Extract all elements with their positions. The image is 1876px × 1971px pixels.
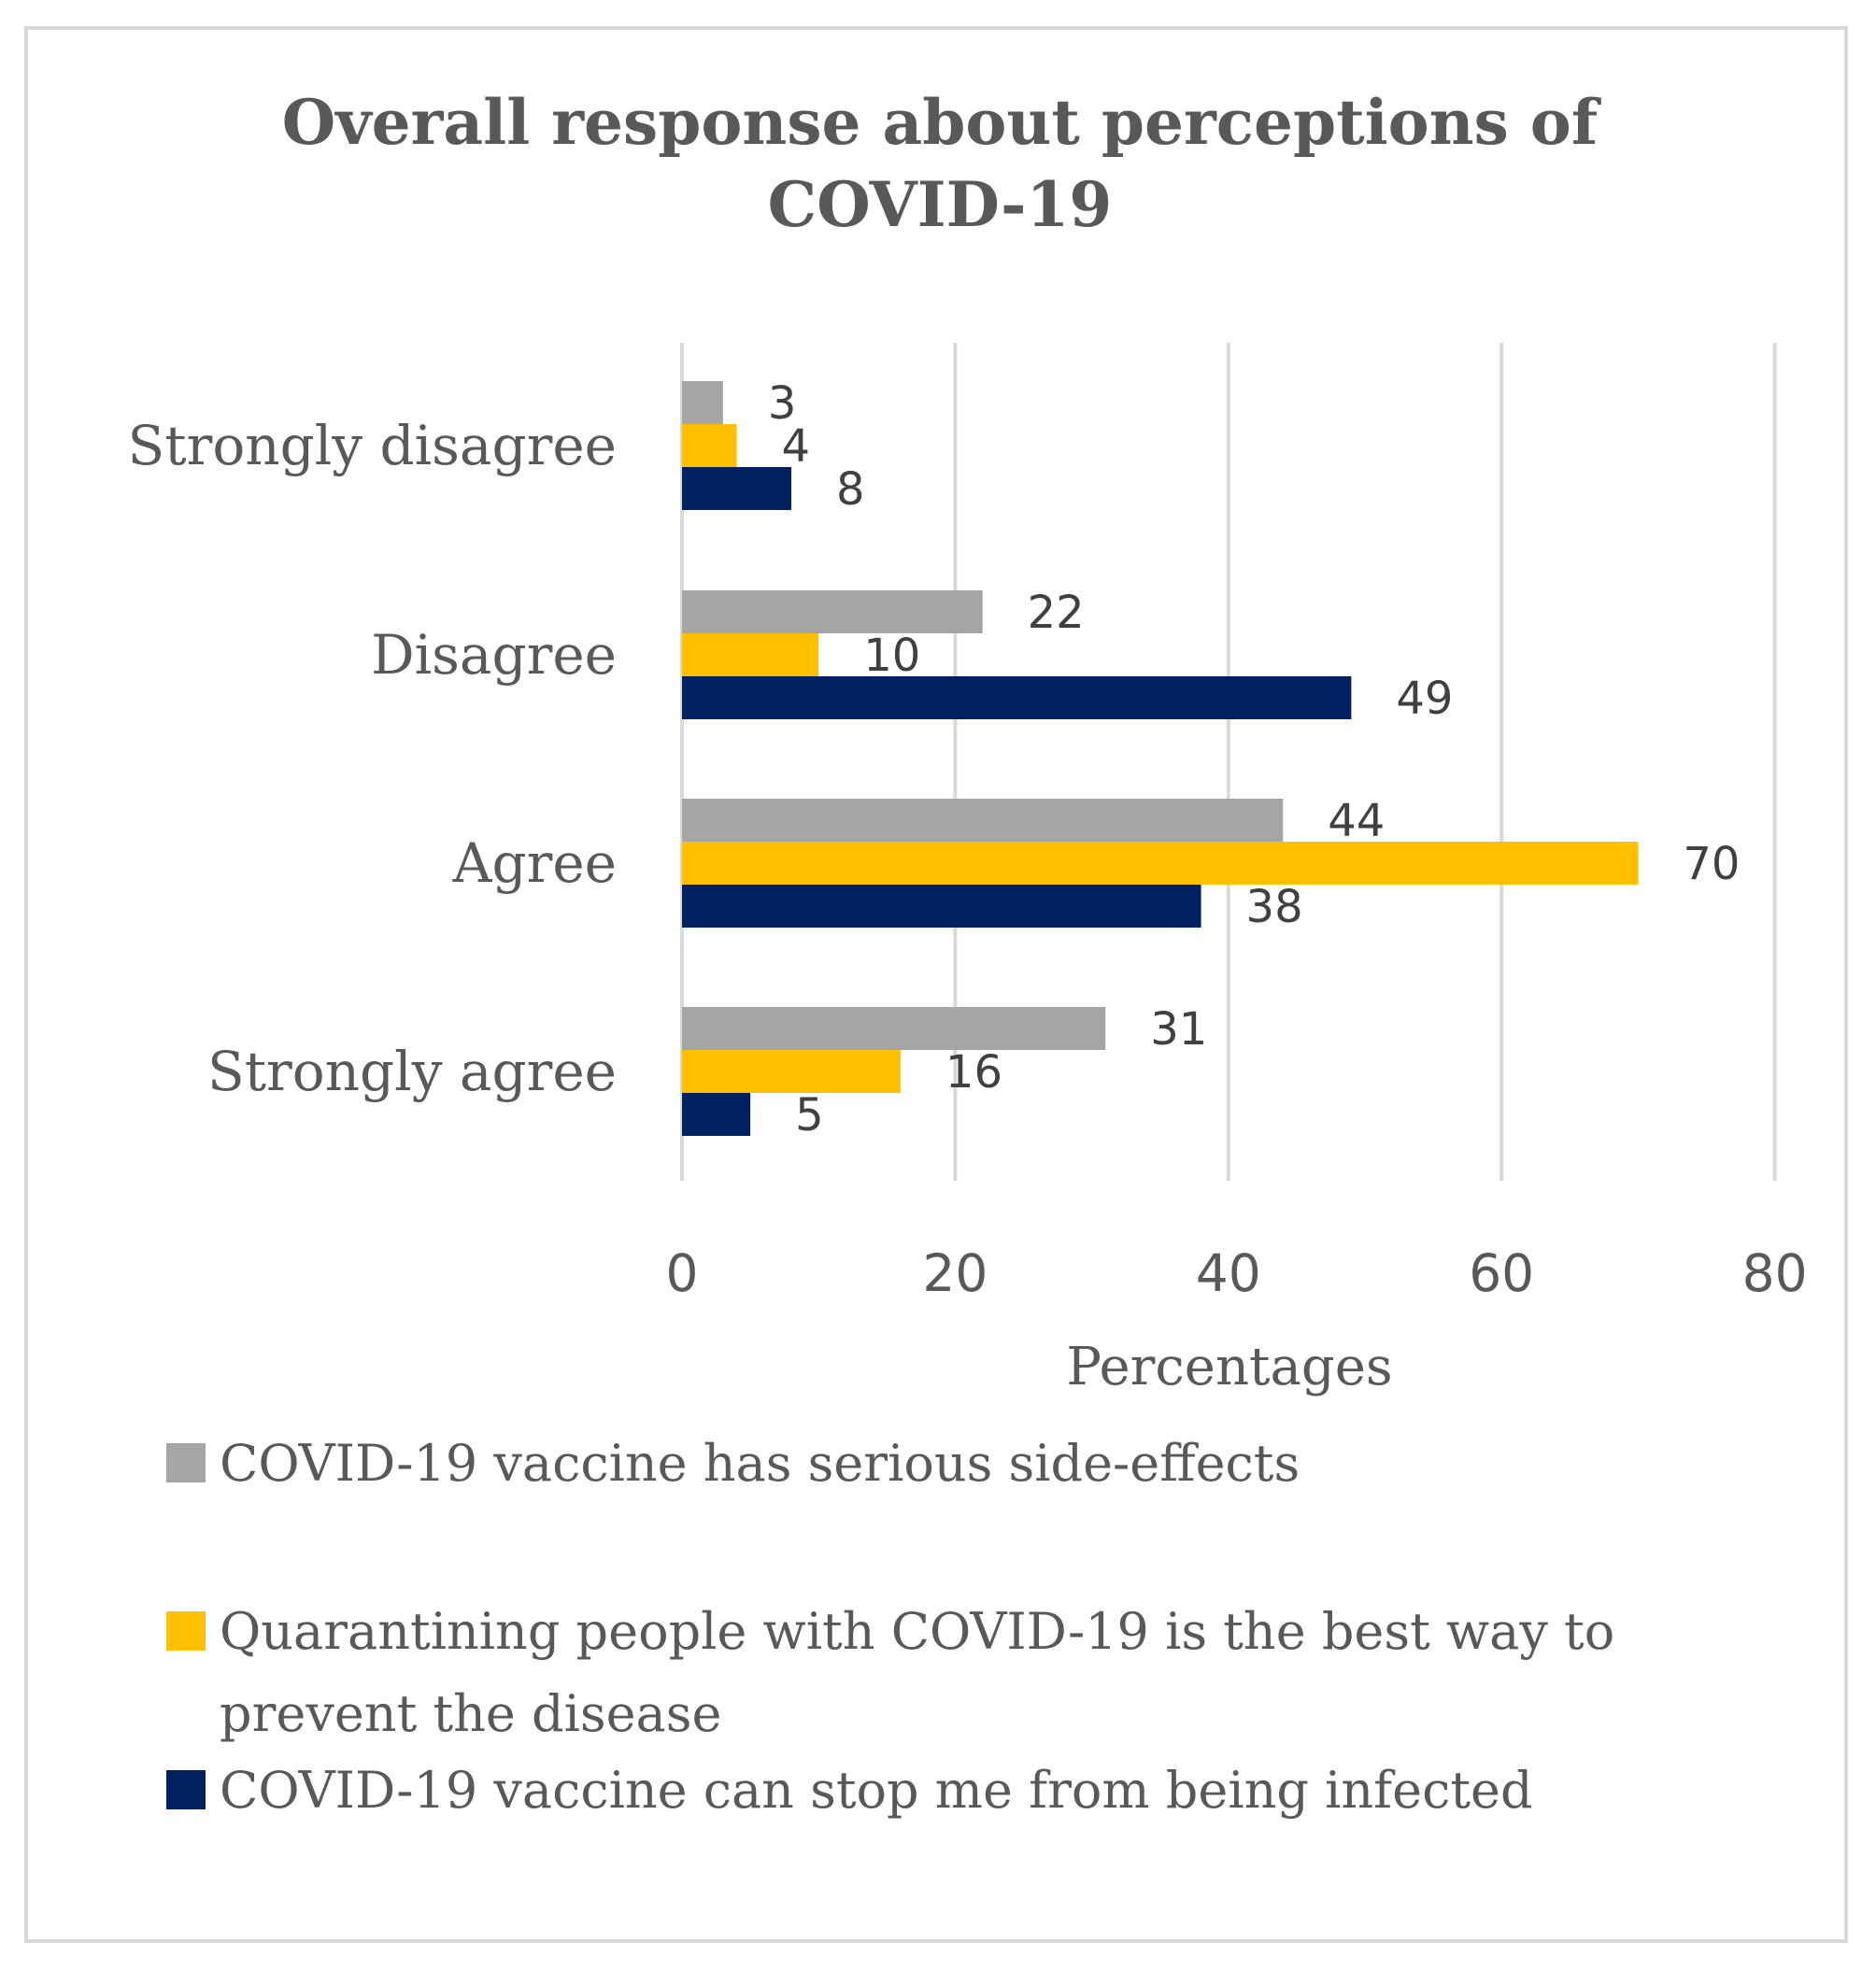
bar-1-0 (682, 590, 983, 633)
bar-1-1 (682, 633, 819, 676)
x-axis-title: Percentages (1066, 1337, 1392, 1397)
x-tick-label-0: 0 (666, 1243, 699, 1303)
data-label-3-1: 16 (945, 1046, 1002, 1099)
legend-label-0: COVID-19 vaccine has serious side-effect… (220, 1434, 1300, 1493)
legend-swatch-2 (166, 1770, 206, 1809)
data-label-0-2: 8 (836, 463, 865, 516)
x-tick-label-40: 40 (1196, 1243, 1261, 1303)
legend-swatch-1 (166, 1611, 206, 1651)
x-tick-label-80: 80 (1742, 1243, 1808, 1303)
x-tick-label-60: 60 (1469, 1243, 1534, 1303)
legend-label-2: COVID-19 vaccine can stop me from being … (220, 1761, 1533, 1820)
chart-title-line-1: Overall response about perceptions of (282, 86, 1601, 159)
bar-0-1 (682, 424, 737, 467)
bar-3-0 (682, 1007, 1106, 1050)
category-label-agree: Agree (452, 831, 617, 895)
chart-svg: Overall response about perceptions of CO… (128, 86, 1808, 1820)
category-label-disagree: Disagree (371, 623, 617, 687)
bar-0-2 (682, 467, 791, 510)
data-label-2-0: 44 (1328, 795, 1385, 847)
bar-2-2 (682, 885, 1201, 928)
data-label-1-1: 10 (863, 630, 920, 682)
data-label-3-0: 31 (1150, 1003, 1207, 1056)
data-label-2-1: 70 (1683, 838, 1740, 890)
legend-swatch-0 (166, 1443, 206, 1482)
x-tick-label-20: 20 (922, 1243, 988, 1303)
category-label-strongly-disagree: Strongly disagree (128, 414, 617, 477)
bar-1-2 (682, 676, 1352, 719)
category-label-strongly-agree: Strongly agree (207, 1040, 617, 1103)
data-label-0-1: 4 (781, 420, 810, 473)
data-label-1-0: 22 (1028, 587, 1085, 639)
legend-label-1-line-2: prevent the disease (220, 1684, 721, 1743)
chart-frame: Overall response about perceptions of CO… (24, 26, 1848, 1943)
bar-0-0 (682, 381, 723, 424)
data-label-2-2: 38 (1246, 881, 1303, 933)
bar-3-1 (682, 1050, 901, 1093)
bars (682, 381, 1639, 1136)
legend: COVID-19 vaccine has serious side-effect… (166, 1434, 1614, 1820)
chart-title-line-2: COVID-19 (768, 168, 1113, 241)
labels: 0 20 40 60 80 Strongly disagree 348 Disagree 22 1… (128, 377, 1808, 1303)
legend-label-1-line-1: Quarantining people with COVID-19 is the… (220, 1602, 1614, 1661)
data-label-0-0: 3 (768, 377, 797, 430)
data-label-1-2: 49 (1396, 673, 1453, 725)
bar-2-1 (682, 842, 1639, 885)
data-label-3-2: 5 (795, 1089, 824, 1141)
bar-3-2 (682, 1093, 751, 1136)
bar-2-0 (682, 799, 1284, 842)
